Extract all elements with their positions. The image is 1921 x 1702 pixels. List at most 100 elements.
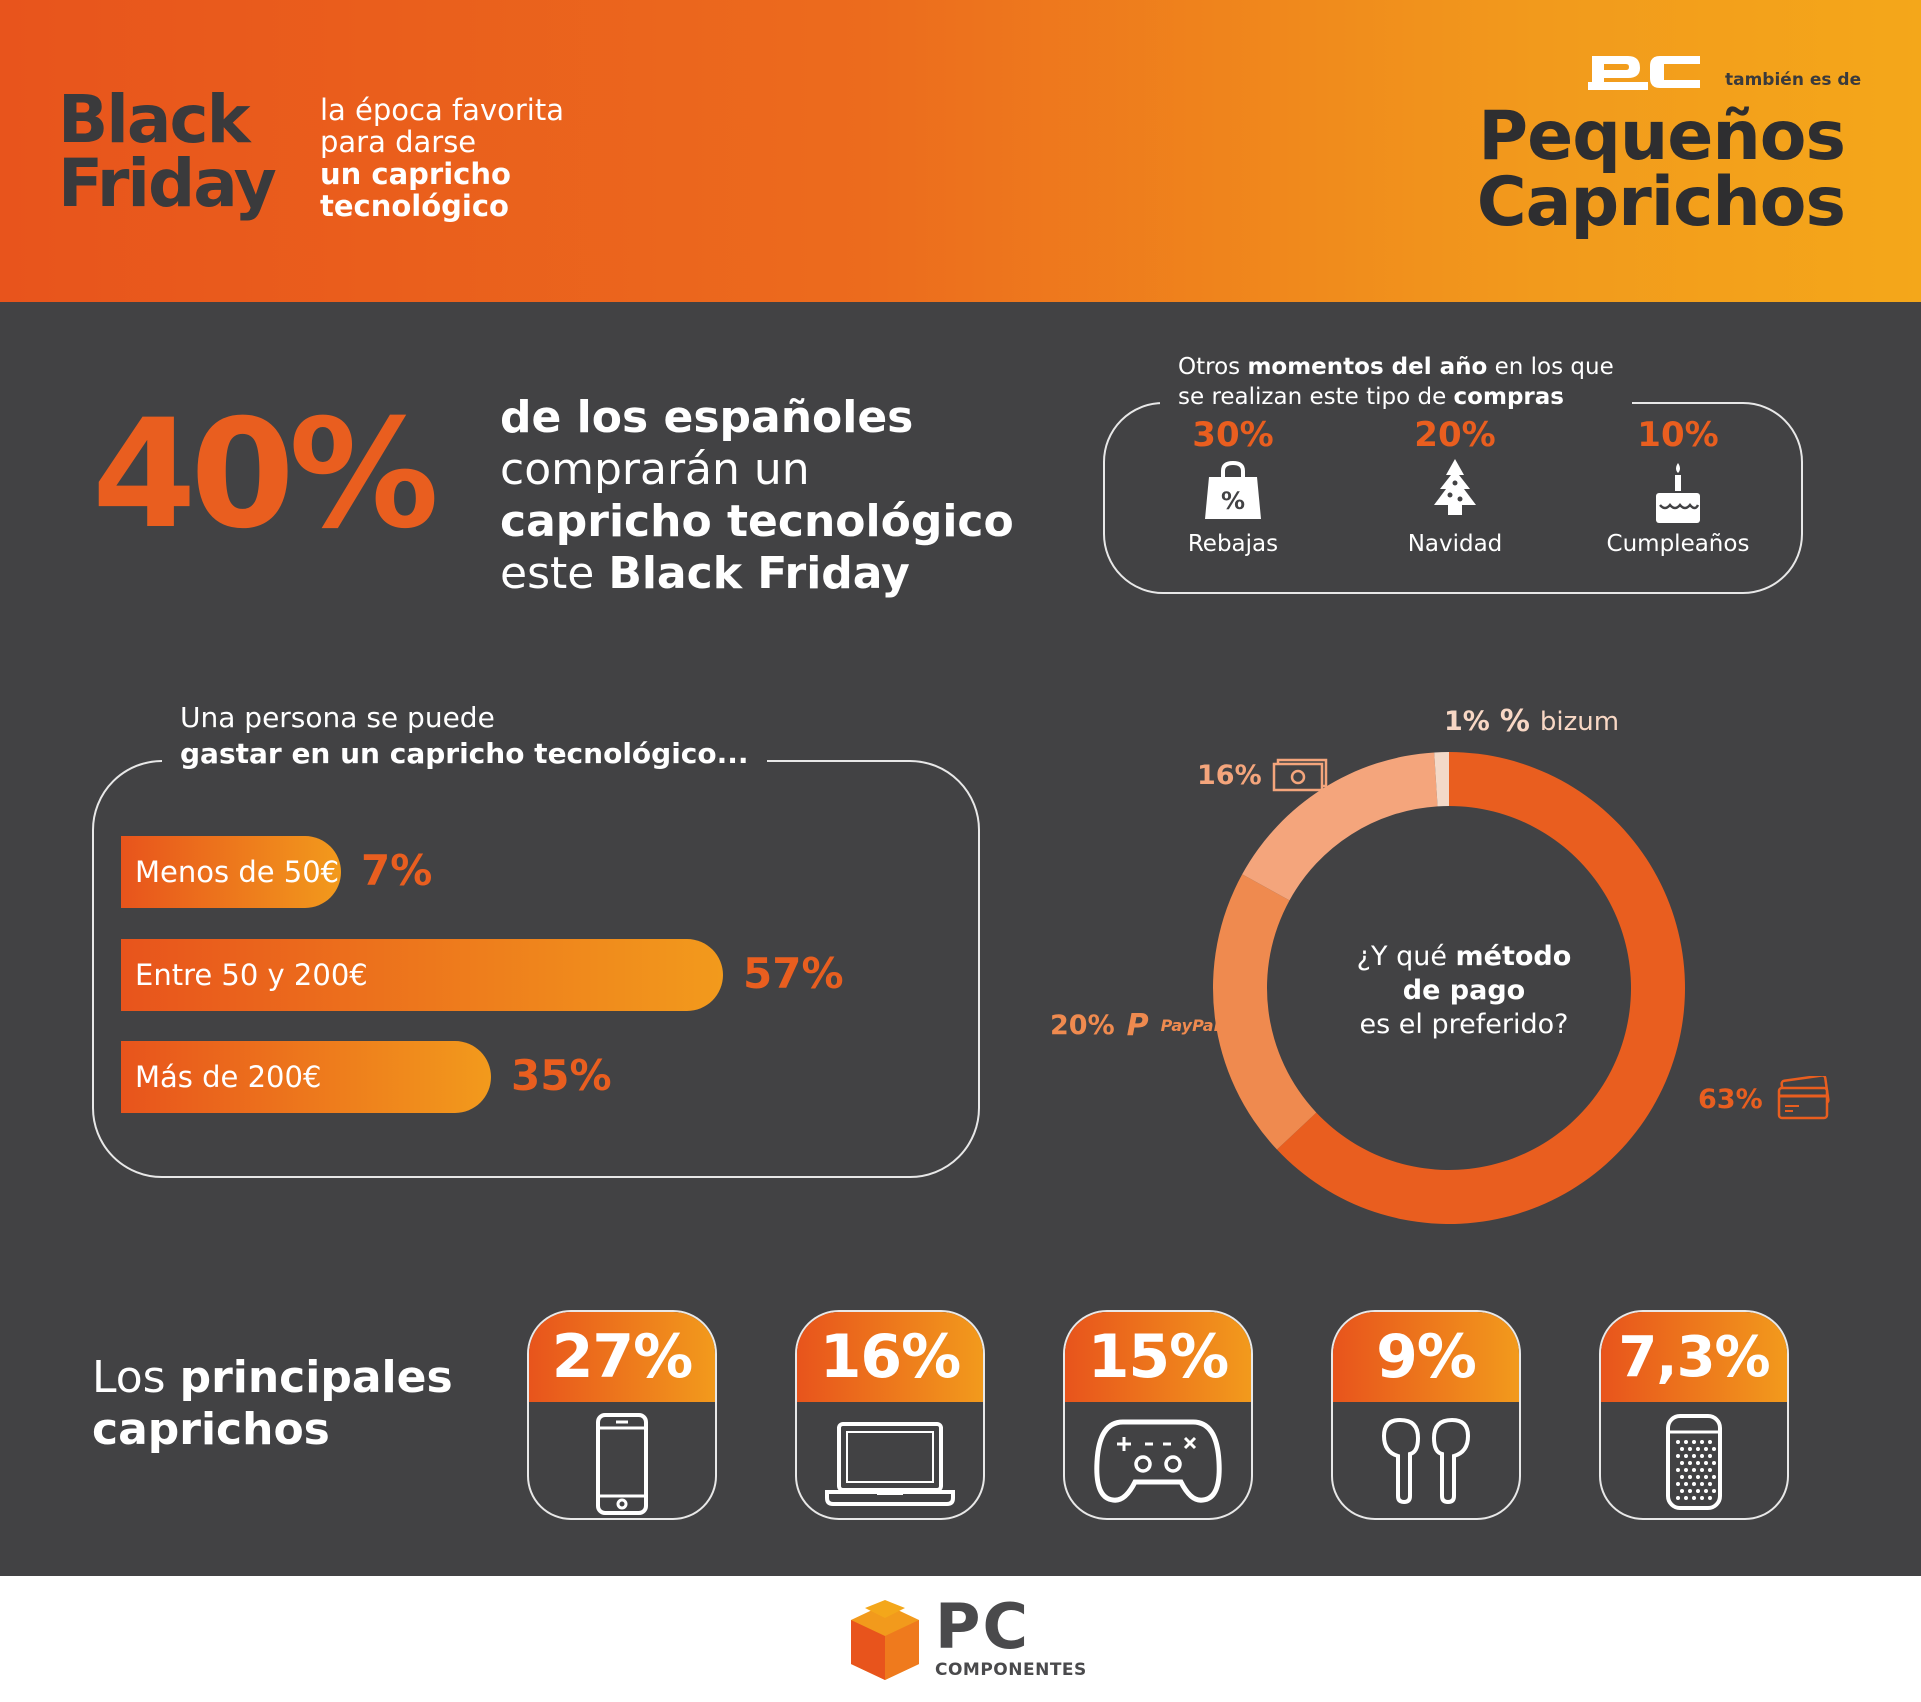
speaker-grille-dot xyxy=(1680,1489,1684,1493)
speaker-grille-dot xyxy=(1712,1475,1716,1479)
speaker-grille-dot xyxy=(1700,1440,1704,1444)
capricho-smart-speaker: 7,3% xyxy=(1599,1310,1789,1520)
capricho-value: 27% xyxy=(529,1312,715,1402)
capricho-value: 15% xyxy=(1065,1312,1251,1402)
moments-title-b: momentos del año xyxy=(1247,354,1488,380)
speaker-grille-dot xyxy=(1688,1489,1692,1493)
spend-title: Una persona se puede gastar en un capric… xyxy=(162,700,767,772)
caprichos-title-line-1: Los principales xyxy=(92,1352,453,1404)
speaker-grille-dot xyxy=(1692,1496,1696,1500)
smart-speaker-icon xyxy=(1666,1414,1722,1510)
speaker-grille-dot xyxy=(1688,1447,1692,1451)
speaker-grille-dot xyxy=(1700,1496,1704,1500)
capricho-laptop: 16% xyxy=(795,1310,985,1520)
spend-title-line-1: Una persona se puede xyxy=(180,701,495,734)
headline-line-4-bold: Black Friday xyxy=(608,548,910,599)
capricho-gamepad: 15% xyxy=(1063,1310,1253,1520)
campaign-title: Pequeños Caprichos xyxy=(1455,97,1846,242)
spend-bar-value: 57% xyxy=(743,949,844,998)
speaker-grille-dot xyxy=(1708,1468,1712,1472)
paypal-icon: P xyxy=(1126,1008,1149,1043)
header-subtitle: la época favorita para darse un capricho… xyxy=(320,94,564,222)
speaker-grille-dot xyxy=(1712,1461,1716,1465)
donut-label-bizum: 1% % bizum xyxy=(1444,704,1619,739)
speaker-grille-dot xyxy=(1712,1447,1716,1451)
donut-label-paypal-value: 20% xyxy=(1050,1010,1115,1041)
footer-logo-subtext: COMPONENTES xyxy=(935,1660,1087,1680)
smartphone-icon xyxy=(596,1413,648,1515)
speaker-grille-dot xyxy=(1684,1454,1688,1458)
speaker-grille-dot xyxy=(1676,1496,1680,1500)
shopping-bag-icon: % xyxy=(1205,460,1261,519)
donut-slice-paypal xyxy=(1213,874,1317,1150)
speaker-grille-dot xyxy=(1684,1468,1688,1472)
donut-slice-bizum xyxy=(1434,752,1449,807)
credit-card-icon xyxy=(1777,1076,1830,1120)
moment-pct: 20% xyxy=(1414,415,1496,455)
earbuds-icon xyxy=(1381,1417,1471,1505)
donut-label-paypal: 20% P PayPal xyxy=(1050,1008,1219,1043)
title-line-1: Black xyxy=(58,81,250,158)
capricho-value: 9% xyxy=(1333,1312,1519,1402)
donut-label-card: 63% xyxy=(1698,1076,1831,1122)
speaker-grille-dot xyxy=(1708,1454,1712,1458)
speaker-grille-dot xyxy=(1688,1475,1692,1479)
caprichos-title-bold-2: caprichos xyxy=(92,1404,330,1455)
donut-center-text: ¿Y qué método de pago es el preferido? xyxy=(1329,940,1599,1042)
speaker-grille-dot xyxy=(1692,1454,1696,1458)
donut-label-cash-value: 16% xyxy=(1197,759,1262,791)
donut-center-b: método xyxy=(1455,941,1572,972)
subtitle-line-4: tecnológico xyxy=(320,189,509,223)
moment-pct: 10% xyxy=(1637,415,1719,455)
speaker-grille-dot xyxy=(1680,1475,1684,1479)
donut-label-card-value: 63% xyxy=(1698,1083,1763,1115)
moments-title-c: en los que xyxy=(1487,354,1614,380)
speaker-grille-dot xyxy=(1708,1496,1712,1500)
speaker-grille-dot xyxy=(1704,1489,1708,1493)
moments-title: Otros momentos del año en los que se rea… xyxy=(1160,352,1632,412)
speaker-grille-dot xyxy=(1688,1461,1692,1465)
laptop-icon xyxy=(825,1422,955,1506)
speaker-grille-dot xyxy=(1696,1489,1700,1493)
speaker-grille-dot xyxy=(1692,1440,1696,1444)
caprichos-title: Los principales caprichos xyxy=(92,1352,453,1456)
speaker-grille-dot xyxy=(1676,1454,1680,1458)
black-friday-title: Black Friday xyxy=(58,81,277,222)
paypal-label: PayPal xyxy=(1160,1016,1220,1035)
speaker-grille-dot xyxy=(1704,1475,1708,1479)
moments-title-a: Otros xyxy=(1178,354,1248,380)
title-line-2: Friday xyxy=(58,145,277,222)
svg-text:%: % xyxy=(1221,487,1245,515)
speaker-grille-dot xyxy=(1696,1475,1700,1479)
capricho-smartphone: 27% xyxy=(527,1310,717,1520)
speaker-grille-dot xyxy=(1676,1482,1680,1486)
headline-line-2: comprarán un xyxy=(500,444,810,495)
bizum-label: bizum xyxy=(1539,706,1620,737)
spend-bar: Entre 50 y 200€ xyxy=(121,939,723,1011)
spend-bar: Menos de 50€ xyxy=(121,836,341,908)
moments-title-line-1: Otros momentos del año en los que xyxy=(1178,352,1614,382)
campaign-line-1: Pequeños xyxy=(1478,97,1846,176)
moment-navidad: 20% Navidad xyxy=(1385,415,1525,557)
donut-slice-efectivo xyxy=(1242,752,1438,901)
speaker-grille-dot xyxy=(1696,1447,1700,1451)
campaign-line-2: Caprichos xyxy=(1476,163,1846,242)
pc-logo-icon xyxy=(1588,56,1700,90)
header-banner: Black Friday la época favorita para dars… xyxy=(0,0,1921,302)
subtitle-line-2: para darse xyxy=(320,125,477,159)
speaker-grille-dot xyxy=(1704,1447,1708,1451)
spend-bar: Más de 200€ xyxy=(121,1041,491,1113)
moment-rebajas: 30% % Rebajas xyxy=(1163,415,1303,557)
christmas-tree-icon xyxy=(1434,459,1476,515)
moment-label: Rebajas xyxy=(1187,531,1279,557)
speaker-grille-dot xyxy=(1676,1440,1680,1444)
headline-line-3: capricho tecnológico xyxy=(500,496,1014,547)
capricho-value: 7,3% xyxy=(1601,1312,1787,1402)
speaker-grille-dot xyxy=(1684,1482,1688,1486)
caprichos-title-plain: Los xyxy=(92,1352,180,1403)
spend-bar-value: 35% xyxy=(511,1051,612,1100)
speaker-grille-dot xyxy=(1700,1468,1704,1472)
payment-donut-chart xyxy=(1213,752,1685,1224)
donut-center-d: es el preferido? xyxy=(1359,1009,1569,1040)
subtitle-line-3: un capricho xyxy=(320,157,511,191)
